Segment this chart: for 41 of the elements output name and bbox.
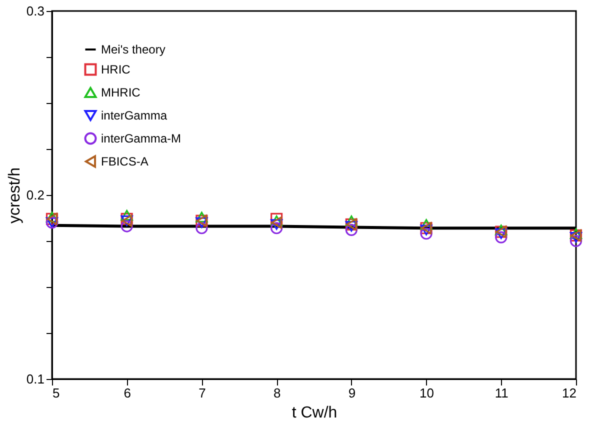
x-tick-label: 5 [52, 386, 60, 400]
point [270, 222, 283, 234]
point [271, 216, 282, 229]
point [46, 212, 58, 222]
x-tick-label: 11 [494, 386, 508, 400]
y-tick-label: 0.2 [26, 188, 44, 202]
point [570, 232, 582, 243]
point [420, 219, 432, 230]
legend-label: FBICS-A [101, 154, 148, 168]
point [495, 228, 508, 239]
x-axis-title: t Cw/h [292, 404, 338, 422]
point [196, 222, 208, 234]
x-tick-label: 10 [420, 386, 434, 400]
x-tick-label: 6 [124, 386, 131, 400]
point [420, 228, 432, 240]
legend-label: interGamma-M [101, 132, 182, 146]
x-tick-label: 12 [562, 386, 576, 400]
point [495, 224, 508, 236]
legend-label: interGamma [101, 108, 168, 122]
point [420, 224, 432, 236]
x-tick-label: 9 [348, 386, 356, 400]
point [270, 215, 283, 226]
point [570, 228, 582, 239]
point [270, 219, 283, 230]
legend-label: MHRIC [101, 86, 141, 100]
x-tick-label: 7 [198, 386, 206, 400]
point [196, 212, 208, 222]
legend-label: HRIC [101, 62, 131, 76]
point [495, 231, 508, 244]
y-tick-label: 0.3 [26, 4, 44, 18]
x-tick-label: 8 [273, 386, 281, 400]
point [120, 220, 133, 232]
point [345, 220, 358, 232]
legend-label: Mei's theory [101, 42, 166, 56]
y-axis-title: ycrest/h [6, 167, 24, 224]
point [345, 224, 358, 236]
point [570, 234, 582, 248]
point [345, 215, 358, 226]
point [120, 210, 133, 221]
y-tick-label: 0.1 [26, 372, 44, 386]
point [196, 217, 208, 228]
